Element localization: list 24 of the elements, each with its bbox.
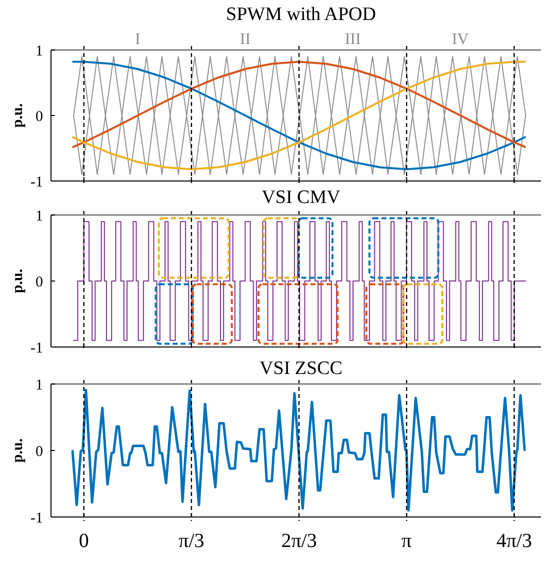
y-axis-title: p.u. [10, 103, 26, 128]
y-tick-label: 0 [36, 274, 43, 290]
y-tick-label: 0 [36, 444, 43, 460]
y-tick-label: 0 [36, 108, 43, 125]
chart-title: SPWM with APOD [226, 4, 376, 25]
text: IV [452, 31, 470, 48]
y-tick-label: 1 [36, 208, 43, 224]
x-tick-label: 0 [78, 530, 89, 552]
text: II [240, 31, 251, 48]
y-tick-label: 1 [36, 377, 43, 394]
y-tick-label: -1 [30, 340, 43, 356]
y-axis-title: p.u. [10, 438, 26, 463]
x-tick-label: 2π/3 [281, 530, 317, 552]
x-tick-label: π/3 [178, 530, 204, 552]
chart-title: VSI CMV [262, 187, 341, 208]
y-tick-label: -1 [30, 510, 43, 526]
y-axis-title: p.u. [10, 268, 26, 294]
y-tick-label: 1 [36, 43, 43, 60]
text: I [134, 31, 140, 48]
chart-title: VSI ZSCC [260, 358, 342, 379]
y-tick-label: -1 [30, 174, 43, 190]
text: III [344, 31, 361, 48]
x-tick-label: π [402, 530, 412, 552]
x-tick-label: 4π/3 [496, 530, 532, 552]
